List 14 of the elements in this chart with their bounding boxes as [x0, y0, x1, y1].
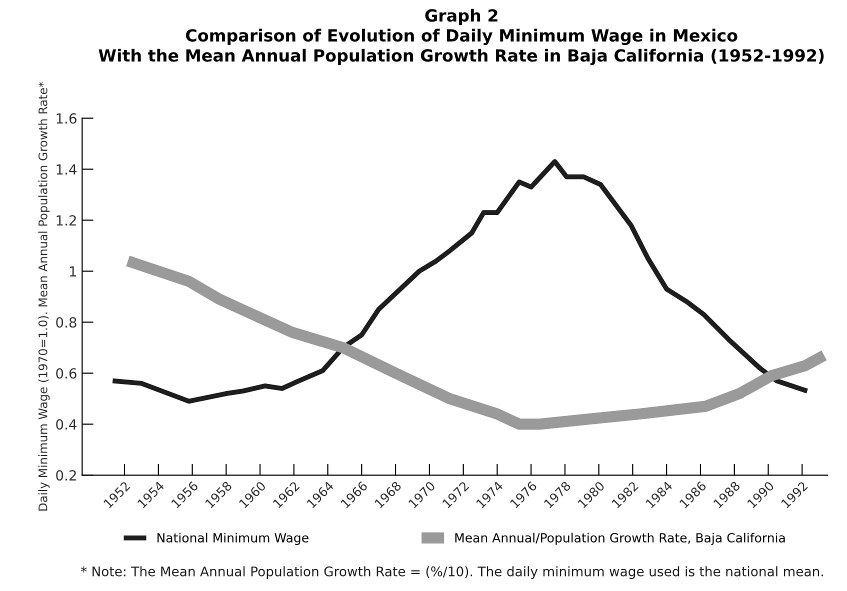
y-tick-label: 0.6: [56, 368, 76, 379]
legend-label: National Minimum Wage: [157, 532, 308, 545]
y-tick-label: 1.2: [56, 215, 76, 226]
y-tick-label: 0.2: [56, 470, 76, 481]
y-tick-label: 0.4: [56, 419, 77, 430]
y-tick-label: 1.4: [56, 164, 77, 174]
legend-label: Mean Annual/Population Growth Rate, Baja California: [455, 532, 785, 545]
y-axis-title: Daily Minimum Wage (1970=1.0). Mean Annual Population Growth Rate*: [38, 82, 50, 511]
text: * Note: The Mean Annual Population Growth Rate = (%/10). The daily minimum wage used is the national mean.: [80, 566, 823, 579]
chart-title: Graph 2 Comparison of Evolution of Daily Minimum Wage in Mexico With the Mean Annual Population Growth Rate in Baja California (1952-1992): [98, 8, 824, 66]
y-tick-label: 1.6: [56, 113, 76, 124]
line-series: [110, 159, 810, 404]
y-tick-label: 0.8: [56, 317, 76, 328]
y-tick-label: 1: [70, 266, 76, 276]
